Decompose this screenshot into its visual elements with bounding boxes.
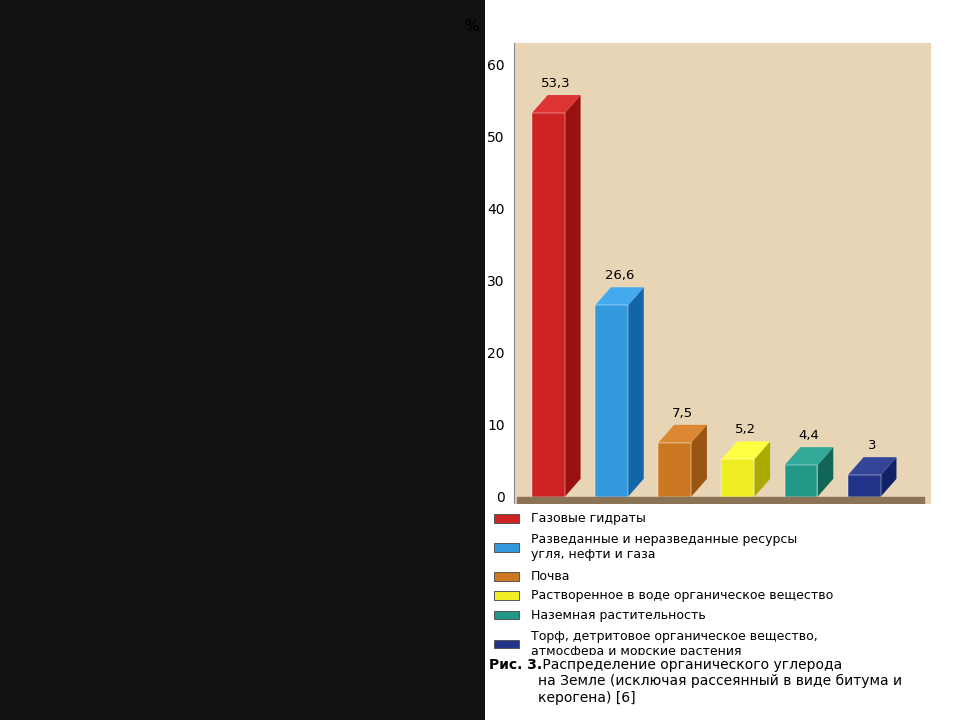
- Polygon shape: [532, 95, 581, 113]
- Polygon shape: [818, 447, 833, 497]
- Text: 3: 3: [868, 439, 876, 452]
- Text: Рис. 3.: Рис. 3.: [490, 658, 542, 672]
- Polygon shape: [532, 113, 564, 497]
- Polygon shape: [722, 441, 770, 459]
- Polygon shape: [848, 475, 880, 497]
- Text: Почва: Почва: [531, 570, 570, 583]
- Text: Разведанные и неразведанные ресурсы
угля, нефти и газа: Разведанные и неразведанные ресурсы угля…: [531, 534, 797, 562]
- Polygon shape: [595, 305, 628, 497]
- Polygon shape: [628, 287, 644, 497]
- Polygon shape: [691, 425, 707, 497]
- Polygon shape: [755, 441, 770, 497]
- Polygon shape: [659, 425, 707, 443]
- Polygon shape: [848, 457, 897, 475]
- Text: 7,5: 7,5: [672, 407, 693, 420]
- Polygon shape: [595, 287, 644, 305]
- Polygon shape: [722, 459, 755, 497]
- Polygon shape: [880, 457, 897, 497]
- FancyBboxPatch shape: [494, 640, 519, 648]
- FancyBboxPatch shape: [494, 591, 519, 600]
- Text: %: %: [465, 19, 479, 34]
- Text: 4,4: 4,4: [799, 429, 820, 442]
- FancyBboxPatch shape: [494, 543, 519, 552]
- Text: 53,3: 53,3: [541, 77, 571, 90]
- Text: Торф, детритовое органическое вещество,
атмосфера и морские растения: Торф, детритовое органическое вещество, …: [531, 630, 818, 658]
- Text: Газовые гидраты: Газовые гидраты: [531, 512, 646, 525]
- Polygon shape: [659, 443, 691, 497]
- Text: 5,2: 5,2: [735, 423, 756, 436]
- FancyBboxPatch shape: [494, 611, 519, 619]
- Text: Наземная растительность: Наземная растительность: [531, 608, 706, 621]
- Polygon shape: [784, 465, 818, 497]
- FancyBboxPatch shape: [494, 514, 519, 523]
- Polygon shape: [564, 95, 581, 497]
- Polygon shape: [784, 447, 833, 465]
- Text: Распределение органического углерода
на Земле (исключая рассеянный в виде битума: Распределение органического углерода на …: [538, 658, 901, 705]
- FancyBboxPatch shape: [494, 572, 519, 580]
- Text: 26,6: 26,6: [605, 269, 635, 282]
- Text: Растворенное в воде органическое вещество: Растворенное в воде органическое веществ…: [531, 589, 833, 602]
